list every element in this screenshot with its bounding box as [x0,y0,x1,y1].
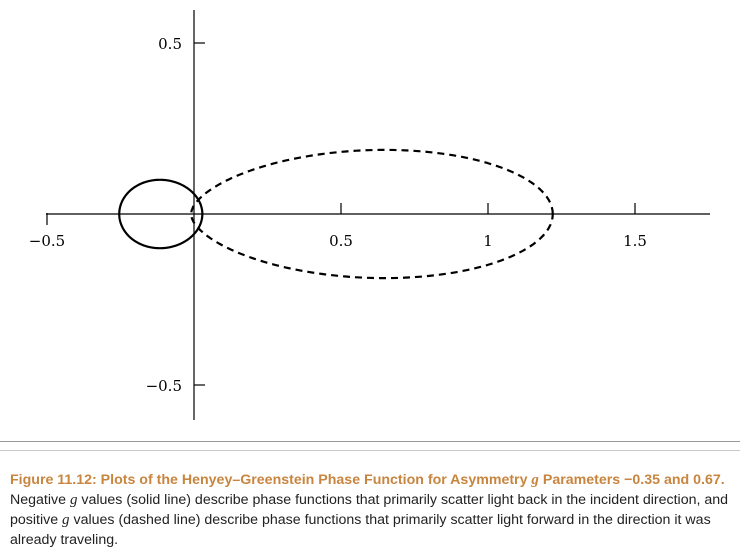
back-scatter-curve [118,178,204,250]
y-tick-label: 0.5 [158,35,182,53]
caption-rule-light [0,450,740,451]
axes [46,10,710,420]
caption-heading-text: Figure 11.12: Plots of the Henyey–Greens… [10,472,532,488]
curves [118,148,554,280]
ticks: −0.5 0.5 1 1.5 0.5 −0.5 [29,35,647,395]
caption-heading: Figure 11.12: Plots of the Henyey–Greens… [10,472,725,488]
x-tick-label: 0.5 [329,232,353,250]
caption-rule-dark [0,441,740,442]
x-tick-label: 1 [483,232,493,250]
caption-g-symbol: g [531,472,539,488]
caption-g-symbol: g [69,492,78,508]
figure-caption: Figure 11.12: Plots of the Henyey–Greens… [10,470,732,550]
x-tick-label: 1.5 [623,232,647,250]
caption-heading-params: Parameters −0.35 and 0.67. [538,472,725,488]
phase-function-plot: −0.5 0.5 1 1.5 0.5 −0.5 [29,10,710,420]
caption-body-text: Negative [10,492,70,508]
y-tick-label: −0.5 [146,377,182,395]
caption-g-symbol: g [62,512,70,528]
caption-body-text: values (dashed line) describe phase func… [10,512,711,548]
caption-body-text: values (solid line) describe phase funct… [10,492,729,528]
x-tick-label: −0.5 [29,232,65,250]
